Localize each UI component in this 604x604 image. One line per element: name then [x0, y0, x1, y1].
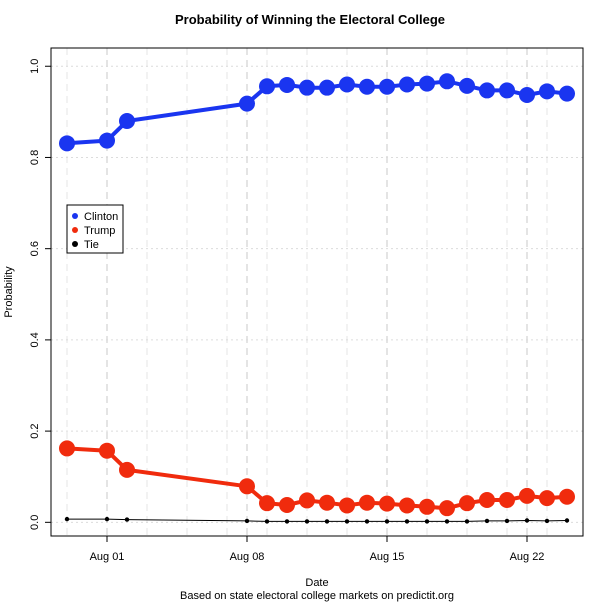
- series-layer: [59, 73, 575, 524]
- x-tick-label: Aug 22: [510, 551, 545, 563]
- tie-point: [304, 519, 310, 524]
- trump-point: [559, 488, 575, 505]
- tie-point: [124, 517, 130, 522]
- trump-point: [239, 478, 255, 495]
- tie-point: [264, 519, 270, 524]
- trump-point: [539, 490, 555, 507]
- trump-point: [359, 494, 375, 511]
- tie-point: [524, 518, 530, 523]
- tie-point: [464, 519, 470, 524]
- clinton-point: [339, 76, 355, 93]
- y-tick-label: 0.2: [29, 423, 41, 438]
- x-axis: Aug 01 Aug 08 Aug 15 Aug 22: [90, 536, 545, 563]
- tie-point: [544, 518, 550, 524]
- clinton-point: [559, 85, 575, 102]
- series-trump: [59, 440, 575, 517]
- clinton-point: [259, 78, 275, 95]
- chart-title: Probability of Winning the Electoral Col…: [175, 12, 445, 27]
- y-tick-label: 0.8: [29, 150, 41, 165]
- trump-point: [299, 492, 315, 509]
- tie-point: [404, 519, 410, 524]
- legend-label-clinton: Clinton: [84, 211, 118, 223]
- tie-line: [67, 518, 568, 522]
- clinton-point: [279, 76, 295, 93]
- tie-point: [284, 519, 290, 524]
- clinton-point: [479, 82, 495, 99]
- trump-point: [59, 440, 75, 457]
- chart-caption: Based on state electoral college markets…: [180, 590, 454, 602]
- y-axis: 0.0 0.2 0.4 0.6 0.8 1.0: [29, 59, 51, 530]
- legend: Clinton Trump Tie: [66, 204, 124, 254]
- clinton-point: [239, 95, 255, 112]
- legend-marker-clinton: [72, 213, 78, 219]
- trump-point: [339, 497, 355, 514]
- clinton-point: [379, 78, 395, 95]
- clinton-point: [119, 112, 135, 129]
- tie-point: [344, 519, 350, 524]
- tie-point: [64, 516, 70, 522]
- x-axis-label: Date: [305, 577, 328, 589]
- tie-point: [484, 518, 490, 524]
- tie-point: [424, 519, 430, 524]
- trump-point: [99, 442, 115, 459]
- y-tick-label: 0.6: [29, 241, 41, 256]
- y-axis-label: Probability: [3, 266, 15, 318]
- trump-point: [459, 495, 475, 512]
- tie-point: [444, 519, 450, 524]
- trump-point: [419, 498, 435, 515]
- x-tick-label: Aug 08: [230, 551, 265, 563]
- clinton-point: [539, 83, 555, 100]
- legend-label-tie: Tie: [84, 239, 99, 251]
- clinton-point: [459, 77, 475, 94]
- tie-point: [244, 518, 250, 524]
- legend-marker-tie: [72, 241, 78, 247]
- y-tick-label: 0.0: [29, 515, 41, 530]
- trump-point: [259, 495, 275, 512]
- tie-point: [324, 519, 330, 524]
- trump-point: [399, 497, 415, 514]
- trump-point: [319, 494, 335, 511]
- clinton-point: [319, 79, 335, 96]
- clinton-point: [499, 82, 515, 99]
- series-tie: [64, 516, 570, 524]
- tie-point: [384, 519, 390, 524]
- tie-point: [104, 516, 110, 522]
- trump-point: [279, 496, 295, 513]
- tie-point: [364, 519, 370, 524]
- trump-point: [439, 500, 455, 517]
- clinton-point: [299, 79, 315, 96]
- series-clinton: [59, 73, 575, 152]
- y-tick-label: 1.0: [29, 59, 41, 74]
- clinton-point: [399, 76, 415, 93]
- tie-point: [564, 518, 570, 523]
- clinton-point: [439, 73, 455, 90]
- clinton-point: [419, 75, 435, 92]
- clinton-point: [359, 78, 375, 95]
- grid: [51, 48, 583, 536]
- trump-point: [519, 487, 535, 504]
- plot-frame: [50, 47, 584, 537]
- trump-point: [119, 461, 135, 478]
- x-tick-label: Aug 01: [90, 551, 125, 563]
- legend-marker-trump: [72, 227, 78, 233]
- trump-point: [499, 491, 515, 508]
- clinton-point: [519, 86, 535, 103]
- legend-label-trump: Trump: [84, 225, 115, 237]
- trump-point: [479, 491, 495, 508]
- trump-point: [379, 495, 395, 512]
- tie-point: [504, 518, 510, 524]
- y-tick-label: 0.4: [29, 332, 41, 347]
- clinton-point: [99, 132, 115, 149]
- x-tick-label: Aug 15: [370, 551, 405, 563]
- clinton-point: [59, 135, 75, 152]
